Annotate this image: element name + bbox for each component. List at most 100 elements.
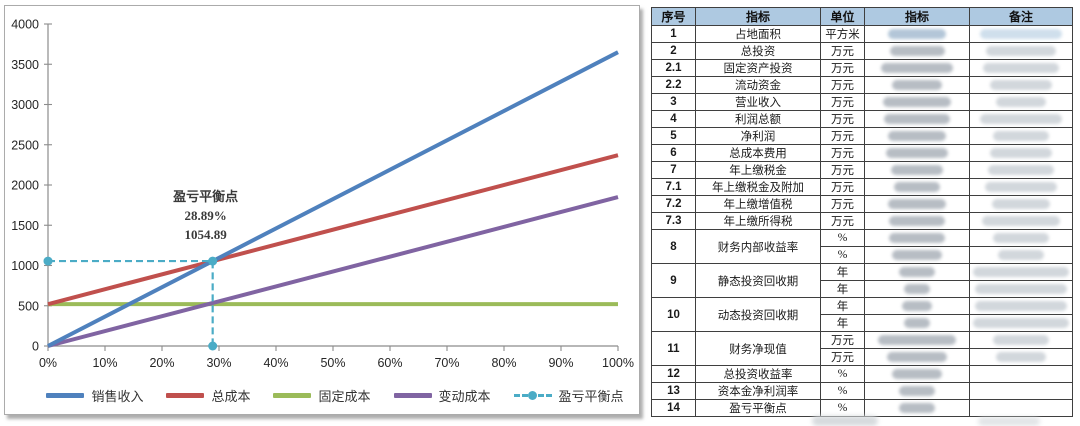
redacted-note-blob bbox=[973, 267, 1069, 277]
cell-unit: 万元 bbox=[820, 110, 865, 128]
cell-number: 13 bbox=[651, 382, 696, 400]
cell-note-redacted bbox=[969, 365, 1073, 383]
cell-value-redacted bbox=[864, 25, 970, 43]
cell-indicator-name: 年上缴税金及附加 bbox=[695, 178, 821, 196]
redacted-note-blob bbox=[990, 80, 1052, 90]
y-tick-label: 3000 bbox=[11, 98, 39, 112]
redacted-note-blob bbox=[988, 165, 1054, 175]
cell-unit: 年 bbox=[820, 280, 865, 298]
cell-value-redacted bbox=[864, 195, 970, 213]
legend-item-series-2: 固定成本 bbox=[273, 386, 371, 405]
redacted-note-blob bbox=[982, 216, 1060, 226]
table-row: 11 财务净现值 万元 bbox=[651, 331, 1073, 366]
redacted-note-blob bbox=[996, 352, 1046, 362]
cell-indicator-name: 资本金净利润率 bbox=[695, 382, 821, 400]
cell-unit: 万元 bbox=[820, 331, 865, 349]
cell-number: 1 bbox=[651, 25, 696, 43]
breakeven-marker bbox=[208, 256, 218, 266]
cell-indicator-name: 财务内部收益率 bbox=[695, 229, 821, 264]
column-header: 序号 bbox=[651, 7, 696, 26]
cell-value-redacted bbox=[864, 348, 970, 366]
cell-unit: 年 bbox=[820, 314, 865, 332]
table-row: 2.2 流动资金 万元 bbox=[651, 76, 1073, 94]
cell-note-redacted bbox=[969, 246, 1073, 264]
redacted-value-blob bbox=[889, 216, 945, 226]
cell-unit: 平方米 bbox=[820, 25, 865, 43]
y-tick-label: 4000 bbox=[11, 18, 39, 32]
redacted-value-blob bbox=[899, 386, 935, 396]
table-row: 14 盈亏平衡点% bbox=[651, 399, 1073, 417]
redacted-value-blob bbox=[888, 29, 946, 39]
cell-number: 5 bbox=[651, 127, 696, 145]
table-row: % bbox=[652, 246, 1073, 264]
cell-number: 6 bbox=[651, 144, 696, 162]
cell-note-redacted bbox=[969, 399, 1073, 417]
cell-indicator-name: 流动资金 bbox=[695, 76, 821, 94]
y-tick-label: 1500 bbox=[11, 219, 39, 233]
cell-note-redacted bbox=[969, 93, 1073, 111]
cell-unit: 万元 bbox=[820, 93, 865, 111]
cell-unit: 万元 bbox=[820, 59, 865, 77]
table-row: 10 动态投资回收期年 bbox=[651, 297, 1073, 332]
cell-unit: 万元 bbox=[820, 42, 865, 60]
cell-value-redacted bbox=[864, 42, 970, 60]
legend-dot-icon bbox=[527, 391, 537, 400]
redacted-note-blob bbox=[993, 233, 1049, 243]
cell-unit: % bbox=[820, 399, 865, 417]
table-row: 2 总投资 万元 bbox=[651, 42, 1073, 60]
redacted-value-blob bbox=[899, 267, 935, 277]
table-row: 年 bbox=[652, 314, 1073, 332]
cell-note-redacted bbox=[969, 59, 1073, 77]
cell-note-redacted bbox=[969, 25, 1073, 43]
legend-line-swatch bbox=[46, 393, 85, 398]
x-tick-label: 90% bbox=[548, 356, 573, 370]
legend-label: 总成本 bbox=[211, 389, 251, 404]
cell-indicator-name: 财务净现值 bbox=[695, 331, 821, 366]
cell-note-redacted bbox=[969, 280, 1073, 298]
cell-value-redacted bbox=[864, 246, 970, 264]
table-row: 7.1 年上缴税金及附加 万元 bbox=[651, 178, 1073, 196]
redacted-note-blob bbox=[973, 318, 1069, 328]
x-tick-label: 60% bbox=[377, 356, 402, 370]
cell-unit: 万元 bbox=[820, 127, 865, 145]
cell-value-redacted bbox=[864, 59, 970, 77]
cell-value-redacted bbox=[864, 263, 970, 281]
cell-number: 2.2 bbox=[651, 76, 696, 94]
redacted-note-blob bbox=[980, 114, 1062, 124]
cell-unit: % bbox=[820, 365, 865, 383]
cell-indicator-name: 总投资收益率 bbox=[695, 365, 821, 383]
legend-line-swatch bbox=[393, 393, 432, 398]
legend-label: 盈亏平衡点 bbox=[558, 389, 624, 404]
cell-value-redacted bbox=[864, 280, 970, 298]
table-row: 12 总投资收益率% bbox=[651, 365, 1073, 383]
redacted-value-blob bbox=[892, 369, 942, 379]
redacted-value-blob bbox=[891, 165, 943, 175]
redacted-value-blob bbox=[892, 250, 942, 260]
cell-unit: % bbox=[820, 229, 865, 247]
redacted-value-blob bbox=[904, 318, 930, 328]
y-tick-label: 2000 bbox=[11, 179, 39, 193]
redacted-value-blob bbox=[889, 46, 945, 56]
table-row: 7.3 年上缴所得税 万元 bbox=[651, 212, 1073, 230]
legend-label: 销售收入 bbox=[91, 389, 144, 404]
cell-value-redacted bbox=[864, 93, 970, 111]
cell-note-redacted bbox=[969, 382, 1073, 400]
cell-value-redacted bbox=[864, 110, 970, 128]
cell-number: 2 bbox=[651, 42, 696, 60]
table-row: 万元 bbox=[652, 348, 1073, 366]
table-row: 13 资本金净利润率% bbox=[651, 382, 1073, 400]
cell-value-redacted bbox=[864, 399, 970, 417]
cell-value-redacted bbox=[864, 331, 970, 349]
x-tick-label: 10% bbox=[92, 356, 117, 370]
redacted-value-blob bbox=[888, 199, 946, 209]
breakeven-marker bbox=[208, 341, 218, 351]
cell-unit: 万元 bbox=[820, 195, 865, 213]
redacted-value-blob bbox=[883, 97, 951, 107]
table-row: 7 年上缴税金 万元 bbox=[651, 161, 1073, 179]
breakeven-chart: 0 500 1000 1500 2000 2500 3000 3500 4000 0% 10% 20%… bbox=[11, 18, 634, 371]
x-tick-label: 20% bbox=[149, 356, 174, 370]
redacted-note-blob bbox=[975, 284, 1067, 294]
cell-number: 12 bbox=[651, 365, 696, 383]
redacted-value-blob bbox=[886, 148, 948, 158]
